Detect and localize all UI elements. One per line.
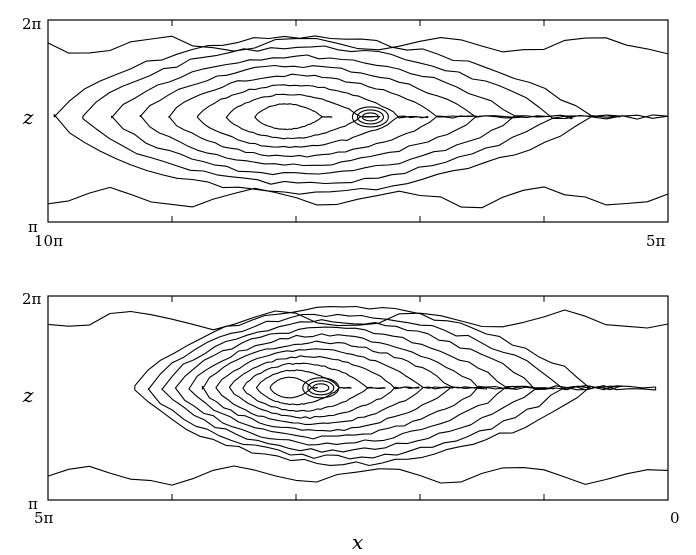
bottom-x-ticks [171,296,545,500]
top-inner-cell [361,112,379,122]
bottom-contours [47,305,669,486]
bottom-contour-level [134,305,657,467]
bottom-x-tick-left: 5π [34,509,54,527]
bottom-contour-level [161,319,589,453]
top-x-ticks [171,20,545,222]
bottom-contour-level [188,333,521,440]
bottom-inner-cell [307,380,335,396]
top-inner-cell [351,106,389,128]
bottom-plot-frame [47,295,669,501]
top-y-tick-top: 2π [22,15,42,33]
top-contour-level [53,35,669,195]
bottom-contour-level [215,348,454,425]
top-contour-level [225,93,381,140]
bottom-contour-level [201,340,488,432]
top-x-tick-left: 10π [34,232,63,250]
bottom-contour-level [269,376,318,399]
bottom-contour-level [242,362,386,412]
bottom-inner-cell [312,383,330,393]
top-contour-level [168,73,477,158]
top-boundary-contour [47,35,669,55]
top-x-tick-right: 5π [646,232,666,250]
top-y-tick-bottom: π [28,218,38,236]
top-plot-frame [47,19,669,223]
bottom-contour-level [174,326,555,446]
bottom-inner-cell [302,377,340,399]
top-contour-level [197,84,429,148]
top-contour-level [82,45,621,185]
top-y-axis-label: z [22,105,34,129]
top-contours [47,35,669,209]
top-contour-level [111,54,573,176]
bottom-panel: 2π π z 5π 0 x [22,290,680,554]
top-contour-level [139,64,525,167]
bottom-contour-level [255,369,352,406]
bottom-x-tick-right: 0 [670,509,680,527]
bottom-y-tick-bottom: π [28,495,38,513]
bottom-boundary-contour [47,309,669,331]
bottom-contour-level [147,313,623,460]
bottom-x-axis-label: x [352,530,363,554]
top-contour-level [254,103,333,131]
bottom-boundary-contour [47,465,669,486]
top-boundary-contour [47,186,669,209]
top-inner-cell [356,109,384,125]
top-panel: 2π π z 10π 5π [22,15,669,250]
bottom-y-tick-top: 2π [22,290,42,308]
bottom-contour-level [228,355,420,420]
bottom-y-axis-label: z [22,383,34,407]
